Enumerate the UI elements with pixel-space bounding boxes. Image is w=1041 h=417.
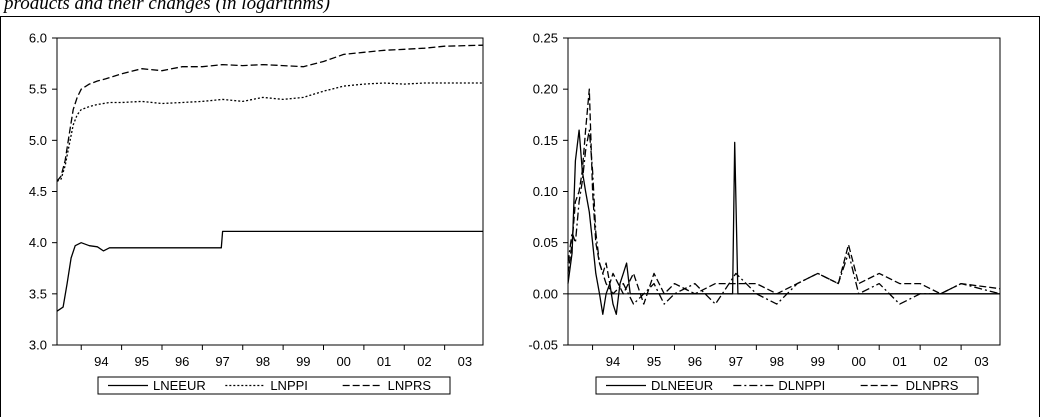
x-tick-label: 99 (811, 354, 825, 369)
x-tick-label: 00 (851, 354, 865, 369)
y-tick-label: 0.15 (533, 133, 558, 148)
legend-label-dlnprs: DLNPRS (906, 378, 959, 393)
x-tick-label: 97 (729, 354, 743, 369)
x-tick-label: 02 (933, 354, 947, 369)
y-tick-label: 3.5 (29, 286, 47, 301)
frame-border-left (0, 16, 1, 417)
x-tick-label: 01 (377, 354, 391, 369)
y-tick-label: 0.10 (533, 184, 558, 199)
x-tick-label: 94 (94, 354, 108, 369)
x-tick-label: 95 (647, 354, 661, 369)
y-tick-label: 0.25 (533, 31, 558, 46)
frame-border-top (0, 16, 1040, 17)
frame-border-right (1039, 16, 1040, 417)
x-tick-label: 02 (417, 354, 431, 369)
series-line-dlnppi (567, 129, 1001, 305)
plot-area-2 (567, 37, 1001, 346)
y-tick-label: 0.20 (533, 82, 558, 97)
legend-label-lneeur: LNEEUR (153, 378, 206, 393)
y-tick-label: 4.0 (29, 235, 47, 250)
x-tick-label: 96 (688, 354, 702, 369)
y-tick-label: 0.05 (533, 235, 558, 250)
series-line-lnprs (56, 44, 484, 182)
y-tick-label: 4.5 (29, 184, 47, 199)
x-tick-label: 00 (336, 354, 350, 369)
x-tick-label: 95 (135, 354, 149, 369)
y-tick-label: 5.5 (29, 82, 47, 97)
x-tick-label: 97 (215, 354, 229, 369)
y-tick-label: 5.0 (29, 133, 47, 148)
legend-label-lnppi: LNPPI (270, 378, 308, 393)
x-tick-label: 99 (296, 354, 310, 369)
legend-box (595, 376, 979, 395)
y-tick-label: -0.05 (528, 338, 558, 353)
series-line-lnppi (56, 82, 483, 182)
plot-area-1 (56, 37, 484, 346)
y-tick-label: 6.0 (29, 31, 47, 46)
legend-label-dlneeur: DLNEEUR (651, 378, 713, 393)
x-tick-label: 98 (256, 354, 270, 369)
legend-label-dlnppi: DLNPPI (778, 378, 825, 393)
figure-caption: products and their changes (in logarithm… (4, 0, 330, 14)
x-tick-label: 98 (770, 354, 784, 369)
y-tick-label: 3.0 (29, 338, 47, 353)
y-tick-label: 0.00 (533, 286, 558, 301)
x-tick-label: 01 (892, 354, 906, 369)
legend-box (97, 376, 451, 395)
series-line-dlneeur (567, 129, 1000, 315)
x-tick-label: 03 (458, 354, 472, 369)
x-tick-label: 96 (175, 354, 189, 369)
x-tick-label: 03 (974, 354, 988, 369)
series-line-dlnprs (567, 88, 1001, 305)
legend-label-lnprs: LNPRS (388, 378, 432, 393)
series-line-lneeur (56, 230, 483, 312)
x-tick-label: 94 (606, 354, 620, 369)
